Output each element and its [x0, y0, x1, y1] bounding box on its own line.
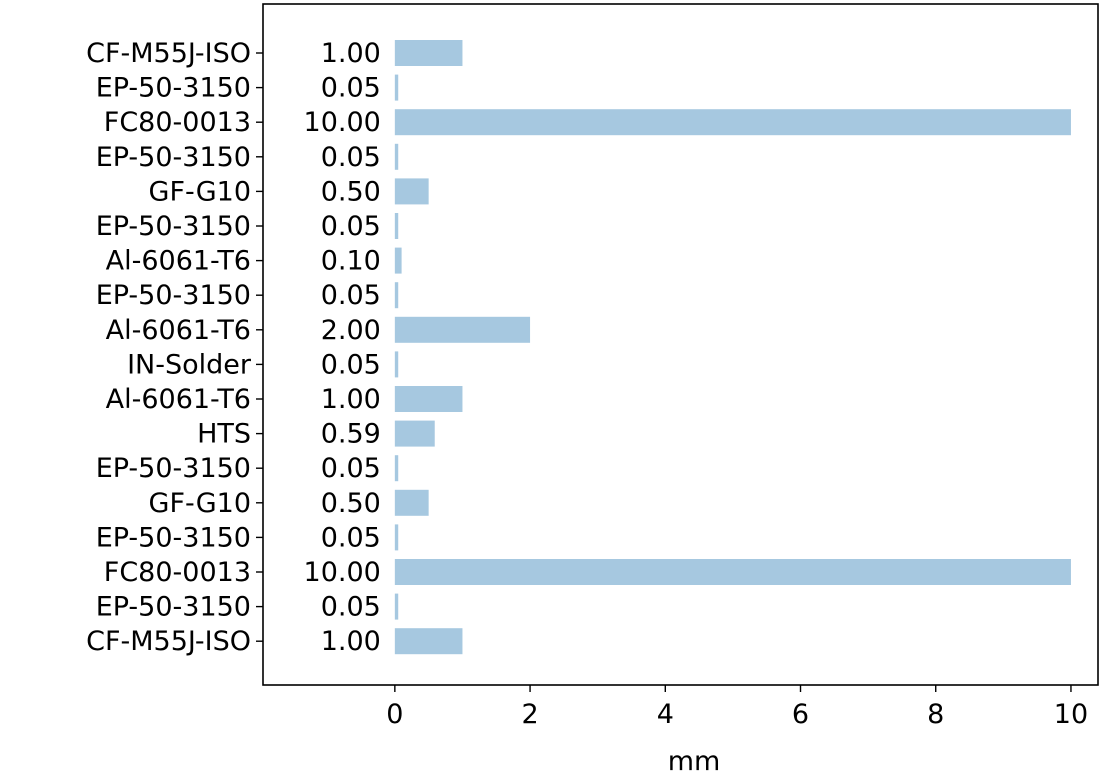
value-label: 1.00 [321, 626, 381, 657]
bar [394, 247, 402, 274]
value-label: 0.05 [321, 280, 381, 311]
value-label: 10.00 [304, 557, 381, 588]
bar [394, 524, 399, 551]
value-label: 10.00 [304, 107, 381, 138]
value-label: 0.05 [321, 522, 381, 553]
category-label: EP-50-3150 [96, 142, 251, 173]
bar [394, 351, 399, 378]
value-label: 0.05 [321, 349, 381, 380]
x-tick-label: 2 [521, 699, 538, 730]
bar [394, 593, 399, 620]
value-label: 1.00 [321, 384, 381, 415]
category-label: FC80-0013 [104, 557, 251, 588]
value-label: 0.10 [321, 246, 381, 277]
category-label: EP-50-3150 [96, 453, 251, 484]
value-label: 0.05 [321, 453, 381, 484]
category-label: GF-G10 [149, 176, 251, 207]
value-label: 0.05 [321, 592, 381, 623]
x-tick-label: 6 [792, 699, 809, 730]
bar [394, 386, 463, 412]
category-label: Al-6061-T6 [106, 384, 251, 415]
bar [394, 74, 399, 101]
bar [394, 316, 531, 343]
bar [394, 109, 1071, 136]
category-label: IN-Solder [127, 349, 252, 380]
value-label: 0.59 [321, 419, 381, 450]
value-label: 0.05 [321, 73, 381, 104]
bar [394, 282, 399, 309]
bar [394, 455, 399, 482]
category-label: GF-G10 [149, 488, 251, 519]
value-label: 0.05 [321, 211, 381, 242]
x-axis-title: mm [668, 746, 721, 777]
x-tick-label: 8 [927, 699, 944, 730]
category-label: EP-50-3150 [96, 280, 251, 311]
plot-area: CF-M55J-ISO 1.00 EP-50-3150 0.05 FC80-0013 10… [86, 3, 1099, 730]
category-label: HTS [197, 419, 251, 450]
value-label: 0.50 [321, 488, 381, 519]
category-label: Al-6061-T6 [106, 315, 251, 346]
x-tick-label: 0 [386, 699, 403, 730]
category-label: Al-6061-T6 [106, 246, 251, 277]
category-label: EP-50-3150 [96, 211, 251, 242]
bar [394, 143, 399, 170]
x-tick-label: 10 [1054, 699, 1088, 730]
value-label: 2.00 [321, 315, 381, 346]
value-label: 0.05 [321, 142, 381, 173]
bar [394, 178, 429, 205]
value-label: 0.50 [321, 176, 381, 207]
category-label: CF-M55J-ISO [86, 626, 251, 657]
value-label: 1.00 [321, 38, 381, 69]
bar [394, 489, 429, 516]
bar [394, 628, 463, 655]
axes-frame [262, 3, 1099, 686]
bar [394, 420, 435, 447]
category-label: EP-50-3150 [96, 522, 251, 553]
category-label: EP-50-3150 [96, 73, 251, 104]
category-label: EP-50-3150 [96, 592, 251, 623]
category-label: FC80-0013 [104, 107, 251, 138]
bar [394, 213, 399, 239]
bar [394, 40, 463, 66]
bar [394, 559, 1071, 585]
x-tick-label: 4 [657, 699, 674, 730]
category-label: CF-M55J-ISO [86, 38, 251, 69]
